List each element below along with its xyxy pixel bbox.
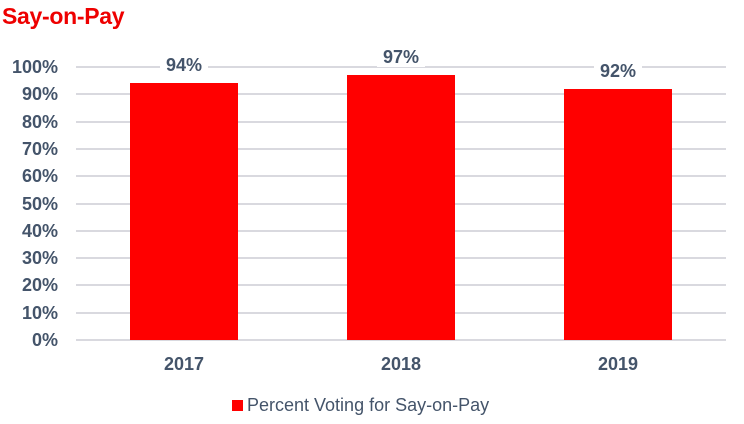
y-tick-label: 30%: [21, 248, 58, 269]
bar-2018: [347, 75, 455, 340]
x-tick-label: 2017: [163, 354, 205, 374]
y-tick-label: 0%: [31, 330, 58, 350]
legend-swatch: [232, 400, 243, 411]
y-tick-label: 50%: [21, 193, 58, 214]
y-tick-label: 60%: [21, 166, 58, 187]
y-tick-label: 10%: [21, 302, 58, 323]
x-tick-label: 2019: [597, 354, 639, 374]
legend-label: Percent Voting for Say-on-Pay: [247, 395, 490, 415]
y-tick-label: 90%: [21, 84, 58, 105]
y-tick-label: 40%: [21, 220, 58, 241]
y-tick-label: 20%: [21, 275, 58, 296]
y-tick-label: 100%: [11, 57, 58, 77]
chart-title: Say-on-Pay: [2, 3, 125, 29]
x-tick-label: 2018: [380, 354, 422, 374]
data-label: 97%: [347, 47, 455, 68]
legend: Percent Voting for Say-on-Pay: [232, 395, 489, 416]
data-label: 94%: [130, 55, 238, 76]
data-label: 92%: [564, 60, 672, 81]
bar-2017: [130, 83, 238, 340]
gridline: [76, 66, 726, 68]
gridline: [76, 339, 726, 341]
bar-2019: [564, 88, 672, 340]
y-tick-label: 80%: [21, 111, 58, 132]
y-tick-label: 70%: [21, 138, 58, 159]
